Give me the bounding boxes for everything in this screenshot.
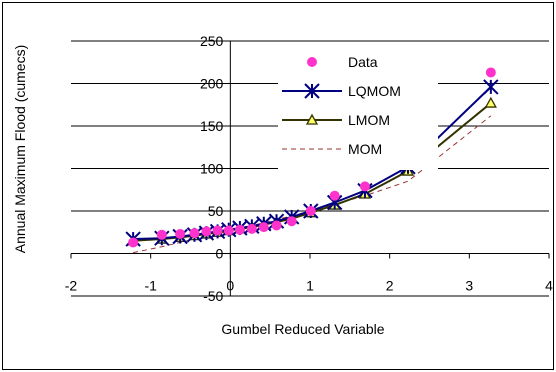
legend-marker-lmom <box>305 113 319 125</box>
legend-label-lqmom: LQMOM <box>348 83 401 99</box>
point-data-7 <box>234 224 245 235</box>
x-tick-label-4: 2 <box>386 278 394 294</box>
legend-item-lmom: LMOM <box>282 112 390 128</box>
series-layer <box>125 67 499 254</box>
legend-item-data: Data <box>307 54 378 70</box>
series-data <box>128 67 496 248</box>
x-tick-label-3: 1 <box>306 278 314 294</box>
point-lmom-16 <box>484 96 497 108</box>
legend-label-lmom: LMOM <box>348 112 390 128</box>
point-data-4 <box>201 226 212 237</box>
point-data-16 <box>485 67 496 78</box>
x-axis-label: Gumbel Reduced Variable <box>221 321 384 337</box>
y-tick-label-0: -50 <box>203 288 223 304</box>
legend-label-data: Data <box>348 54 378 70</box>
point-data-13 <box>329 190 340 201</box>
y-tick-label-3: 100 <box>200 161 224 177</box>
point-data-5 <box>212 225 223 236</box>
y-tick-label-2: 50 <box>208 203 224 219</box>
legend-item-mom: MOM <box>282 141 382 157</box>
legend-label-mom: MOM <box>348 141 382 157</box>
point-data-3 <box>189 228 200 239</box>
point-data-6 <box>223 225 234 236</box>
y-tick-label-4: 150 <box>200 118 224 134</box>
point-data-11 <box>286 216 297 227</box>
point-data-1 <box>156 229 167 240</box>
legend-marker-lqmom <box>304 83 320 99</box>
x-tick-label-6: 4 <box>545 278 553 294</box>
x-tick-label-5: 3 <box>465 278 473 294</box>
point-data-14 <box>359 181 370 192</box>
x-tick-label-2: 0 <box>226 278 234 294</box>
legend-marker-data <box>307 57 317 67</box>
point-data-0 <box>128 237 139 248</box>
point-data-8 <box>246 223 257 234</box>
point-lqmom-16 <box>483 79 499 95</box>
legend-box <box>278 48 438 170</box>
point-data-9 <box>258 222 269 233</box>
legend-item-lqmom: LQMOM <box>282 83 401 99</box>
x-tick-label-1: -1 <box>144 278 157 294</box>
y-tick-label-1: 0 <box>216 246 224 262</box>
y-axis-label: Annual Maximum Flood (cumecs) <box>12 45 28 254</box>
x-tick-label-0: -2 <box>65 278 78 294</box>
point-data-10 <box>271 220 282 231</box>
legend: Data LQMOM LMOM MOM <box>278 48 438 170</box>
y-tick-label-6: 250 <box>200 33 224 49</box>
point-data-12 <box>305 206 316 216</box>
y-tick-label-5: 200 <box>200 76 224 92</box>
point-data-2 <box>175 228 186 239</box>
